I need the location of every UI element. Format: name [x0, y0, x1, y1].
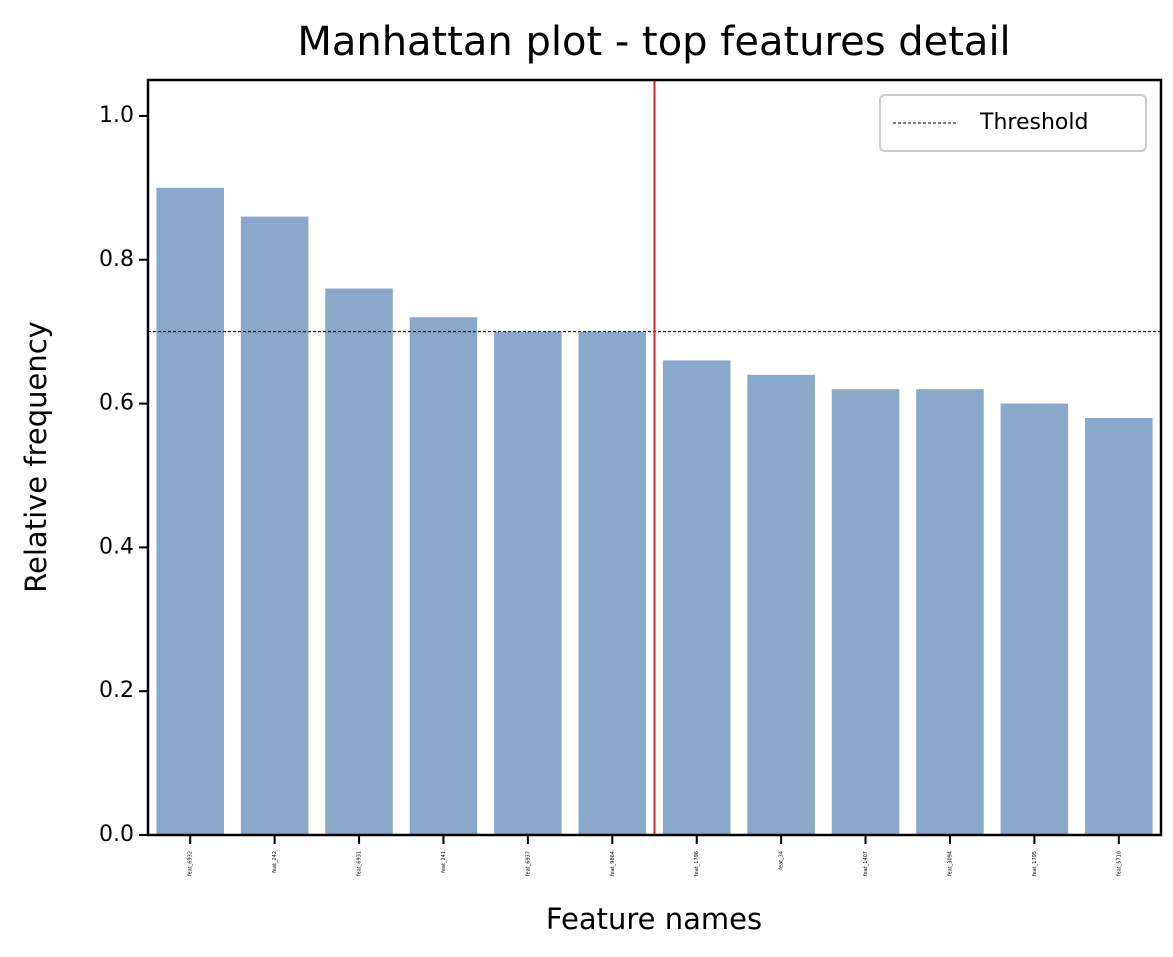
- x-axis-label: Feature names: [546, 902, 762, 936]
- x-tick-label: feat_1796: [694, 851, 700, 876]
- x-tick-label: feat_5710: [1116, 851, 1122, 876]
- bar: [831, 389, 900, 835]
- y-tick-label: 0.6: [99, 391, 134, 416]
- bar: [916, 389, 984, 835]
- x-tick-label: feat_9864: [610, 851, 616, 876]
- bar: [325, 288, 393, 835]
- x-tick-label: feat_6932: [188, 851, 194, 876]
- bar: [409, 317, 478, 835]
- x-tick-label: feat_1795: [1032, 851, 1038, 876]
- bar: [578, 331, 647, 835]
- y-tick-label: 0.0: [99, 822, 134, 847]
- bar: [662, 360, 731, 835]
- y-tick-label: 0.8: [99, 247, 134, 272]
- y-tick-label: 0.2: [99, 678, 134, 703]
- bar: [747, 374, 815, 835]
- legend-box: [879, 94, 1147, 152]
- bar: [1000, 403, 1069, 835]
- x-tick-label: feat_6937: [525, 851, 531, 876]
- x-tick-label: feat_3094: [947, 851, 953, 876]
- bar: [494, 331, 562, 835]
- bar: [156, 187, 224, 835]
- chart-title: Manhattan plot - top features detail: [297, 19, 1010, 65]
- y-axis-label: Relative frequency: [19, 321, 53, 593]
- plot-frame: [146, 78, 1163, 837]
- y-tick-label: 1.0: [99, 103, 134, 128]
- y-tick-label: 0.4: [99, 534, 134, 559]
- x-tick-label: feat_34: [779, 851, 785, 870]
- x-tick-label: feat_6931: [357, 851, 363, 876]
- bar: [240, 216, 309, 836]
- x-tick-label: feat_242: [272, 851, 278, 873]
- bar: [1085, 417, 1153, 835]
- legend-label: Threshold: [979, 110, 1088, 135]
- x-tick-label: feat_1407: [863, 851, 869, 876]
- x-tick-label: feat_241: [441, 851, 447, 873]
